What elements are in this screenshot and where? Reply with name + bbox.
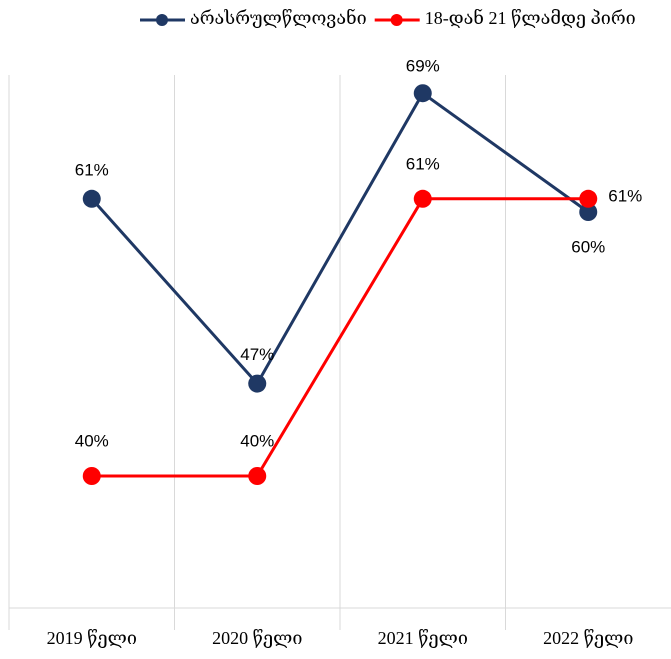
- legend-label: არასრულწლოვანი: [190, 7, 367, 28]
- data-label: 60%: [571, 237, 605, 256]
- data-label: 47%: [240, 345, 274, 364]
- x-tick-label: 2021 წელი: [378, 628, 468, 648]
- series-line: [91, 197, 589, 478]
- x-tick-label: 2022 წელი: [543, 628, 633, 648]
- data-label: 61%: [406, 154, 440, 173]
- data-point: [82, 467, 101, 485]
- data-point: [413, 84, 432, 103]
- x-tick-label: 2019 წელი: [47, 628, 137, 648]
- data-point: [248, 374, 267, 393]
- legend-marker: [390, 14, 403, 26]
- data-label: 40%: [75, 431, 109, 450]
- series-line: [90, 91, 590, 387]
- data-point: [579, 203, 598, 221]
- data-point: [579, 189, 598, 208]
- legend-marker: [156, 14, 168, 26]
- x-tick-label: 2020 წელი: [212, 628, 302, 648]
- data-label: 61%: [75, 160, 109, 179]
- legend-label: 18-დან 21 წლამდე პირი: [425, 7, 636, 28]
- data-label: 69%: [406, 57, 440, 76]
- data-point: [248, 467, 267, 485]
- data-label: 40%: [240, 431, 274, 450]
- data-label: 61%: [608, 186, 642, 205]
- data-point: [413, 189, 432, 208]
- data-point: [82, 189, 101, 208]
